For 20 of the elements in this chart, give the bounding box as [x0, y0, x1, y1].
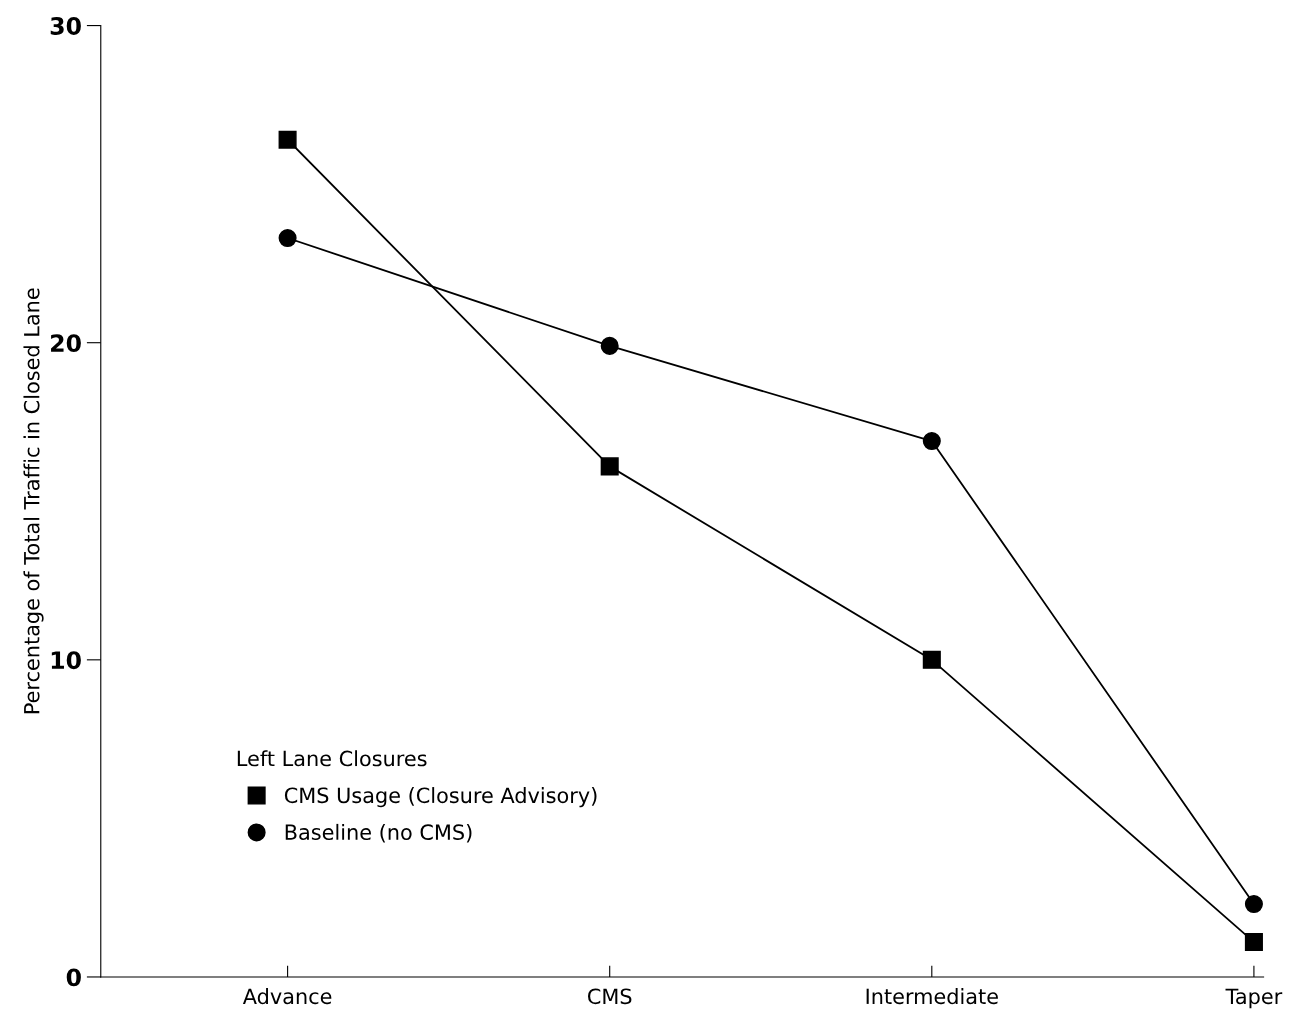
- y-tick-label: 0: [66, 968, 81, 987]
- x-tick-label: Intermediate: [866, 988, 998, 1005]
- y-tick-label: 20: [51, 334, 81, 353]
- point: [278, 229, 297, 248]
- y-axis-title: Percentage of Total Traffic in Closed Lane: [23, 288, 44, 714]
- point: [922, 650, 941, 669]
- point: [600, 336, 619, 355]
- point: [1244, 894, 1263, 914]
- y-tick-label: 30: [50, 17, 81, 35]
- legend-label: CMS Usage (Closure Advisory): [284, 787, 597, 808]
- x-tick-label: Taper: [1225, 988, 1283, 1009]
- legend-title: Left Lane Closures: [237, 750, 427, 767]
- y-tick-label: 10: [51, 651, 81, 670]
- legend-label: Baseline (no CMS): [285, 823, 472, 843]
- x-tick-label: Advance: [242, 988, 332, 1005]
- point: [922, 431, 941, 451]
- x-tick-label: CMS: [588, 988, 632, 1005]
- point: [1244, 933, 1263, 952]
- point: [600, 457, 619, 476]
- point: [278, 130, 297, 149]
